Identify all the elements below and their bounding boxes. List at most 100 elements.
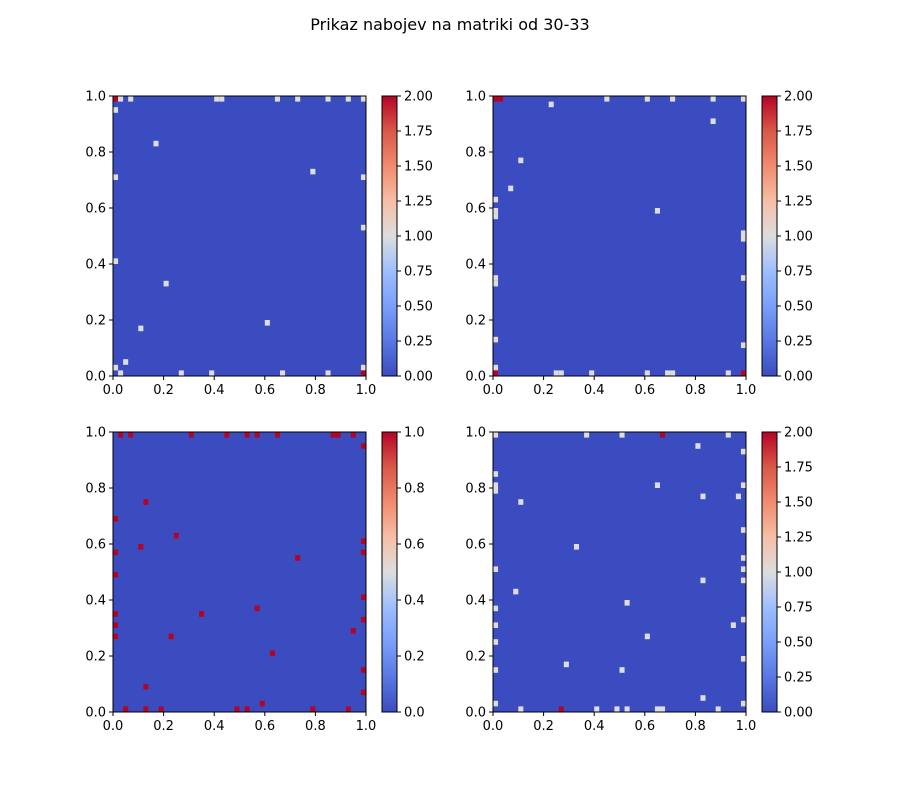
heatmap-cell — [118, 96, 124, 102]
heatmap-cell — [493, 275, 499, 281]
y-tick-label: 0.2 — [85, 650, 106, 665]
heatmap-cell — [345, 706, 351, 712]
colorbar-tick-label: 1.0 — [404, 426, 425, 441]
heatmap-cell — [123, 359, 129, 365]
heatmap-cell — [274, 96, 280, 102]
heatmap-cell — [113, 258, 119, 264]
x-tick-label: 0.4 — [584, 383, 605, 398]
axes-frame — [112, 95, 367, 377]
x-tick-label: 0.0 — [483, 719, 504, 734]
colorbar-tick-label: 0.00 — [784, 370, 813, 385]
colorbar-tick-label: 0.25 — [784, 335, 813, 350]
y-tick-label: 0.0 — [85, 706, 106, 721]
y-tick-label: 0.6 — [465, 538, 486, 553]
heatmap-cell — [295, 96, 301, 102]
heatmap-cell — [740, 577, 746, 584]
x-tick-label: 0.2 — [533, 719, 554, 734]
x-tick-label: 0.8 — [685, 719, 706, 734]
x-tick-label: 1.0 — [736, 383, 757, 398]
heatmap-cell — [624, 600, 630, 606]
heatmap-cell — [188, 432, 194, 438]
x-tick-label: 0.0 — [103, 719, 124, 734]
heatmap-cell — [573, 544, 580, 550]
heatmap-background — [113, 432, 366, 712]
heatmap-cell — [244, 706, 250, 712]
heatmap-background — [113, 96, 366, 376]
heatmap-cell — [493, 488, 499, 494]
heatmap-cell — [594, 706, 600, 712]
heatmap-cell — [173, 532, 179, 539]
colorbar-tick-label: 1.75 — [404, 125, 433, 140]
y-tick-label: 0.8 — [85, 146, 106, 161]
heatmap-cell — [153, 140, 159, 147]
heatmap-cell — [740, 230, 746, 236]
heatmap-cell — [113, 96, 119, 102]
colorbar-tick-label: 1.50 — [784, 160, 813, 175]
colorbar-gradient — [762, 432, 777, 712]
axes-frame — [492, 95, 747, 377]
heatmap-cell — [548, 101, 554, 108]
x-tick-label: 0.6 — [634, 383, 655, 398]
colorbar-tick-label: 0.75 — [784, 265, 813, 280]
heatmap-cell — [244, 432, 250, 438]
heatmap-cell — [350, 432, 356, 438]
heatmap-cell — [493, 336, 499, 343]
heatmap-cell — [740, 275, 746, 281]
x-tick-label: 0.2 — [153, 383, 174, 398]
heatmap-cell — [670, 370, 676, 376]
heatmap-cell — [360, 616, 366, 623]
heatmap-cell — [168, 633, 174, 640]
y-tick-label: 0.6 — [465, 202, 486, 217]
heatmap-cell — [493, 667, 499, 673]
colorbar-tick-label: 0.8 — [404, 482, 425, 497]
heatmap-cell — [493, 280, 499, 287]
heatmap-cell — [123, 706, 129, 712]
heatmap-cell — [113, 174, 119, 180]
heatmap-cell — [143, 706, 149, 712]
heatmap-cell — [325, 96, 331, 102]
y-tick-label: 1.0 — [85, 90, 106, 105]
subplot-1: 0.0 0.2 0.4 0.6 0.8 1.0 0.0 0.2 0.4 0.6 0.8 1.0 0.00… — [85, 90, 433, 399]
y-tick-label: 1.0 — [465, 426, 486, 441]
x-tick-label: 0.6 — [254, 719, 275, 734]
heatmap-cell — [740, 656, 746, 662]
heatmap-cell — [113, 633, 119, 640]
subplot-4: 0.0 0.2 0.4 0.6 0.8 1.0 0.0 0.2 0.4 0.6 0.8 1.0 0.00… — [465, 426, 813, 735]
heatmap-cell — [143, 499, 149, 505]
colorbar-tick-label: 0.75 — [784, 601, 813, 616]
heatmap-cell — [269, 650, 275, 656]
heatmap-cell — [214, 96, 220, 102]
colorbar-tick-label: 1.75 — [784, 461, 813, 476]
heatmap-cell — [360, 594, 366, 600]
colorbar-tick-label: 0.75 — [404, 265, 433, 280]
heatmap-cell — [113, 107, 119, 113]
y-tick-label: 0.0 — [465, 370, 486, 385]
x-tick-label: 0.8 — [305, 719, 326, 734]
heatmap-cell — [659, 432, 666, 438]
heatmap-cell — [264, 320, 270, 326]
colorbar-tick-label: 1.00 — [784, 566, 813, 581]
y-tick-label: 0.8 — [465, 146, 486, 161]
colorbar-tick-label: 0.0 — [404, 706, 425, 721]
y-tick-label: 0.8 — [465, 482, 486, 497]
y-tick-label: 1.0 — [85, 426, 106, 441]
heatmap-cell — [725, 370, 731, 376]
heatmap-cell — [558, 706, 564, 712]
y-tick-label: 0.2 — [465, 314, 486, 329]
heatmap-cell — [493, 622, 499, 628]
x-tick-label: 0.4 — [204, 383, 225, 398]
heatmap-cell — [563, 661, 569, 668]
heatmap-cell — [295, 555, 301, 561]
heatmap-cell — [128, 432, 134, 438]
heatmap-cell — [614, 706, 620, 712]
heatmap-cell — [360, 174, 366, 180]
heatmap-cell — [113, 364, 119, 371]
heatmap-cell — [279, 370, 286, 376]
y-tick-label: 0.4 — [465, 258, 486, 273]
heatmap-cell — [113, 549, 119, 556]
heatmap-cell — [604, 96, 610, 102]
x-tick-label: 1.0 — [356, 383, 377, 398]
heatmap-cell — [644, 96, 650, 102]
heatmap-cell — [518, 157, 524, 164]
heatmap-cell — [740, 236, 746, 242]
